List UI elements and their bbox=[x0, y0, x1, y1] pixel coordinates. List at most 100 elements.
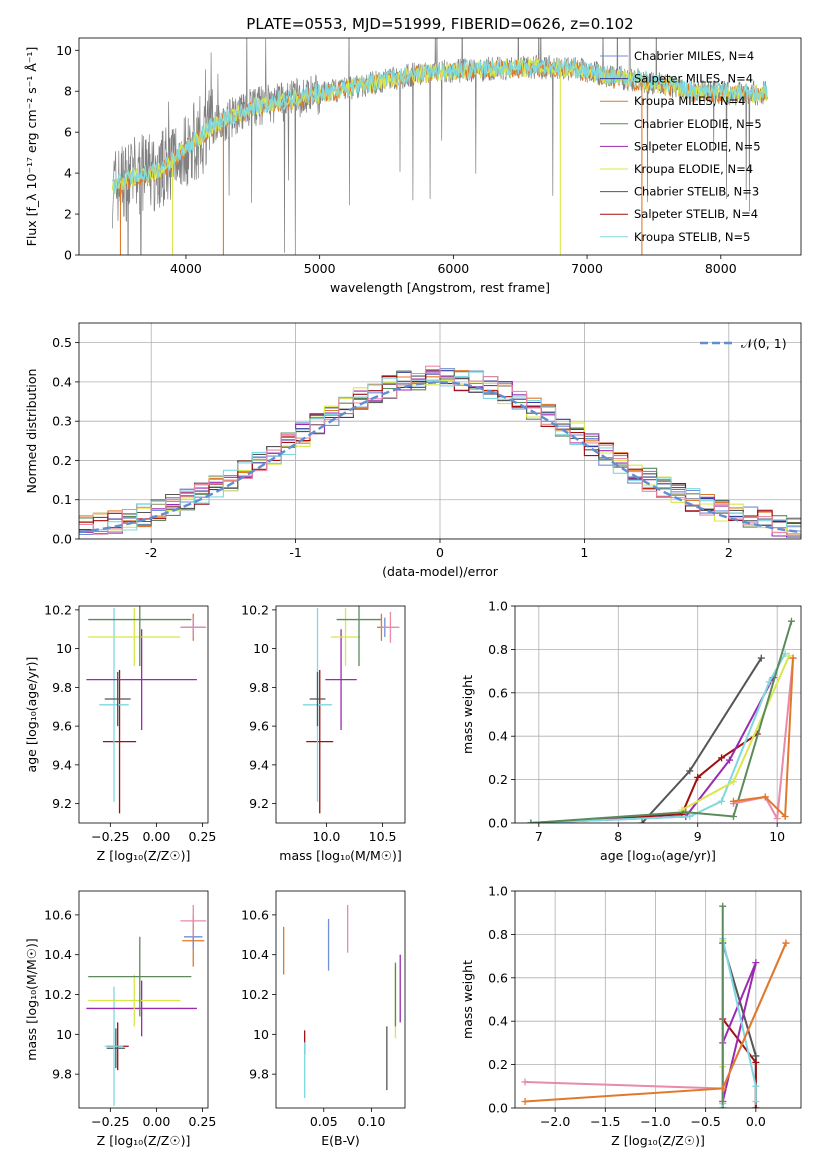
axes-frame bbox=[78, 605, 209, 824]
panel-residuals: -2 -1 0 1 2 0.0 0.1 0.2 0.3 0.4 0.5 (data-model)/er… bbox=[24, 322, 802, 579]
series-marker bbox=[718, 754, 726, 762]
x-tick-label: 0.25 bbox=[189, 829, 217, 844]
series-marker bbox=[785, 652, 793, 660]
panel-age_vs_Z: −0.25 0.00 0.25 9.2 9.4 9.6 9.8 10 10.2 Z [log₁₀(… bbox=[24, 602, 217, 863]
x-tick-label: -1 bbox=[289, 545, 301, 560]
y-tick-label: 10 bbox=[56, 1027, 72, 1042]
y-tick-label: 10.4 bbox=[44, 947, 72, 962]
x-tick-label: 10.5 bbox=[369, 829, 397, 844]
series-marker bbox=[729, 812, 737, 820]
series-marker bbox=[719, 1097, 727, 1105]
y-tick-label: 9.4 bbox=[249, 757, 269, 772]
series-marker bbox=[752, 959, 760, 967]
series-marker bbox=[694, 773, 702, 781]
y-tick-label: 0.6 bbox=[488, 970, 508, 985]
series-marker bbox=[521, 1078, 529, 1086]
panel-weight_vs_Z: −2.0 −1.5 −1.0 −0.5 0.0 0.0 0.2 0.4 0.6 0.8 1.0 Z [… bbox=[460, 884, 802, 1148]
plot-area bbox=[111, 38, 768, 255]
x-tick-label: 0.05 bbox=[310, 1114, 338, 1129]
y-tick-label: 9.4 bbox=[52, 757, 72, 772]
y-axis-label: Flux [f_λ 10⁻¹⁷ erg cm⁻² s⁻¹ Å⁻¹] bbox=[24, 47, 39, 247]
axes-frame bbox=[78, 890, 209, 1109]
y-tick-label: 10.6 bbox=[241, 907, 269, 922]
y-tick-label: 10 bbox=[56, 641, 72, 656]
y-tick-label: 0 bbox=[64, 248, 72, 263]
y-tick-label: 0.6 bbox=[488, 685, 508, 700]
legend-label: 𝒩(0, 1) bbox=[741, 336, 787, 351]
series-marker bbox=[729, 797, 737, 805]
series-marker bbox=[787, 617, 795, 625]
x-axis-label: Z [log₁₀(Z/Z☉)] bbox=[97, 848, 191, 863]
legend-label: Kroupa MILES, N=4 bbox=[634, 94, 746, 108]
legend-label: Salpeter ELODIE, N=5 bbox=[634, 139, 761, 153]
panel-mass_vs_Z: −0.25 0.00 0.25 9.8 10 10.2 10.4 10.6 Z [log₁₀(Z… bbox=[24, 890, 217, 1148]
y-tick-label: 9.8 bbox=[52, 680, 72, 695]
model-spectrum bbox=[111, 58, 768, 194]
y-tick-label: 2 bbox=[64, 207, 72, 222]
y-axis-label: mass [log₁₀(M/M☉)] bbox=[24, 938, 39, 1060]
x-axis-label: (data-model)/error bbox=[382, 564, 499, 579]
legend-label: Salpeter STELIB, N=4 bbox=[634, 207, 758, 221]
plot-area bbox=[282, 904, 401, 1099]
series-line bbox=[733, 657, 795, 822]
y-tick-label: 0.0 bbox=[52, 532, 72, 547]
x-tick-label: 8 bbox=[614, 829, 622, 844]
y-tick-label: 0.0 bbox=[488, 1101, 508, 1116]
series-marker bbox=[752, 1058, 760, 1066]
y-tick-label: 10 bbox=[253, 1027, 269, 1042]
x-tick-label: −2.0 bbox=[540, 1114, 570, 1129]
y-tick-label: 10 bbox=[56, 43, 72, 58]
x-axis-label: Z [log₁₀(Z/Z☉)] bbox=[97, 1133, 191, 1148]
x-tick-label: 0.00 bbox=[142, 829, 170, 844]
y-tick-label: 10.2 bbox=[44, 987, 72, 1002]
x-axis-label: Z [log₁₀(Z/Z☉)] bbox=[611, 1133, 705, 1148]
series-marker bbox=[527, 819, 535, 823]
residual-histogram bbox=[79, 371, 801, 531]
y-tick-label: 0.3 bbox=[52, 414, 72, 429]
y-tick-label: 10.4 bbox=[241, 947, 269, 962]
series-marker bbox=[773, 815, 781, 823]
y-tick-label: 0.8 bbox=[488, 642, 508, 657]
panel-age_vs_mass: 10.0 10.5 9.2 9.4 9.6 9.8 10 10.2 mass [log₁₀(M/… bbox=[241, 602, 406, 863]
series-marker bbox=[752, 1082, 760, 1090]
y-tick-label: 0.2 bbox=[52, 453, 72, 468]
series-line bbox=[733, 658, 795, 819]
legend-label: Kroupa ELODIE, N=4 bbox=[634, 162, 753, 176]
x-axis-label: E(B-V) bbox=[321, 1133, 360, 1148]
x-tick-label: −1.0 bbox=[640, 1114, 670, 1129]
y-tick-label: 10 bbox=[253, 641, 269, 656]
legend-label: Salpeter MILES, N=4 bbox=[634, 72, 753, 86]
series-marker bbox=[718, 797, 726, 805]
series-marker bbox=[719, 1084, 727, 1092]
x-tick-label: −0.25 bbox=[91, 1114, 129, 1129]
x-tick-label: 0.25 bbox=[189, 1114, 217, 1129]
y-axis-label: mass weight bbox=[460, 675, 475, 754]
x-tick-label: 6000 bbox=[437, 261, 469, 276]
y-tick-label: 4 bbox=[64, 166, 72, 181]
series-marker bbox=[782, 939, 790, 947]
axes-frame bbox=[78, 37, 802, 256]
y-tick-label: 0.4 bbox=[52, 374, 72, 389]
y-tick-label: 10.2 bbox=[241, 987, 269, 1002]
plot-area bbox=[302, 606, 400, 814]
series-marker bbox=[638, 819, 646, 823]
y-tick-label: 6 bbox=[64, 125, 72, 140]
panel-spectrum: 4000 5000 6000 7000 8000 0 2 4 6 8 10 wavelength [A… bbox=[24, 37, 802, 295]
series-line bbox=[721, 962, 757, 1102]
series-marker bbox=[719, 902, 727, 910]
series-line bbox=[530, 733, 758, 823]
y-axis-label: age [log₁₀(age/yr)] bbox=[24, 657, 39, 773]
series-marker bbox=[752, 1097, 760, 1105]
x-tick-label: −0.5 bbox=[690, 1114, 720, 1129]
plot-area bbox=[515, 606, 801, 823]
legend-label: Kroupa STELIB, N=5 bbox=[634, 230, 751, 244]
series-marker bbox=[781, 812, 789, 820]
series-marker bbox=[729, 778, 737, 786]
x-tick-label: 5000 bbox=[304, 261, 336, 276]
plot-area bbox=[86, 904, 207, 1107]
series-marker bbox=[686, 812, 694, 820]
legend-label: Chabrier STELIB, N=3 bbox=[634, 185, 759, 199]
y-tick-label: 0.0 bbox=[488, 816, 508, 831]
y-tick-label: 9.2 bbox=[52, 796, 72, 811]
